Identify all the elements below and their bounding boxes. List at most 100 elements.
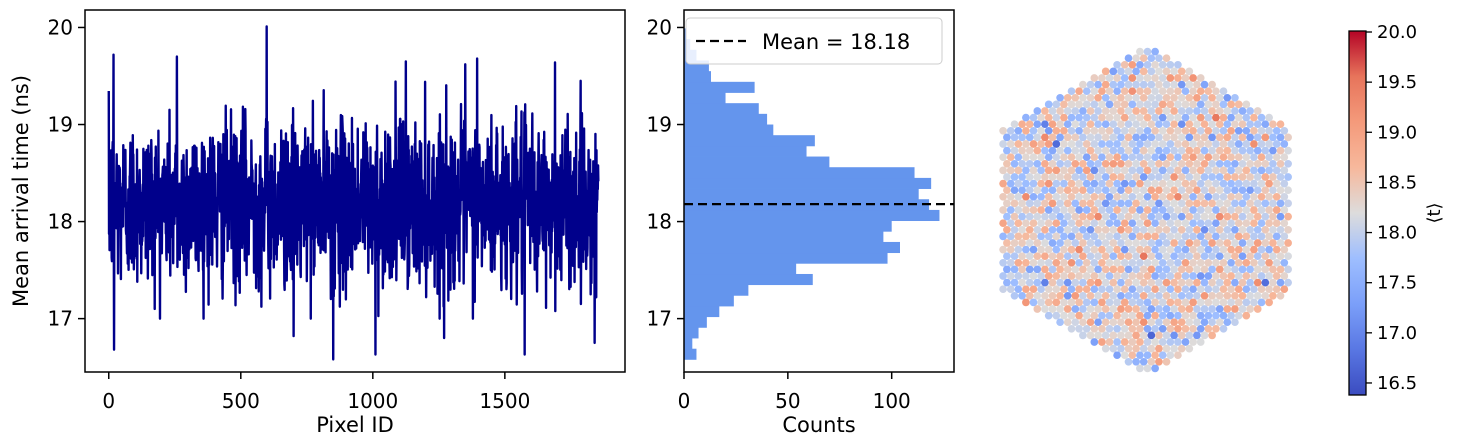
camera-pixel [1136, 100, 1144, 109]
camera-pixel [1238, 225, 1247, 234]
camera-pixel [1075, 206, 1083, 214]
camera-pixel [1265, 113, 1273, 122]
camera-pixel [1219, 113, 1228, 122]
camera-pixel [1185, 225, 1194, 234]
camera-pixel [1219, 140, 1228, 148]
camera-pixel [1101, 278, 1110, 287]
camera-pixel [1120, 245, 1129, 254]
camera-pixel [1242, 258, 1251, 267]
camera-pixel [1174, 126, 1182, 135]
camera-pixel [1196, 74, 1205, 82]
camera-pixel [1120, 60, 1129, 69]
camera-pixel [1052, 272, 1061, 280]
camera-pixel [1174, 219, 1182, 228]
camera-pixel [1196, 192, 1205, 201]
camera-pixel [1139, 318, 1148, 327]
camera-pixel [1196, 87, 1205, 96]
camera-pixel [1056, 159, 1064, 168]
camera-pixel [1204, 311, 1213, 320]
camera-pixel [1003, 199, 1011, 208]
camera-pixel [1033, 212, 1042, 221]
camera-pixel [1261, 120, 1270, 129]
line-chart-y-axis-label: Mean arrival time (ns) [9, 75, 33, 307]
camera-pixel [1158, 258, 1167, 267]
camera-pixel [1215, 146, 1224, 155]
camera-pixel [1166, 60, 1175, 69]
camera-pixel [1136, 192, 1144, 201]
camera-pixel [1257, 113, 1266, 122]
x-tick-label: 100 [873, 389, 911, 413]
camera-pixel [1208, 318, 1216, 327]
camera-pixel [1037, 179, 1045, 188]
camera-pixel [1208, 173, 1216, 181]
histogram-bar [684, 135, 815, 147]
camera-pixel [1196, 285, 1205, 294]
histogram-bar [684, 241, 900, 254]
camera-pixel [1151, 232, 1159, 241]
camera-pixel [1227, 140, 1235, 148]
camera-pixel [1269, 278, 1277, 287]
camera-pixel [1048, 159, 1057, 168]
camera-pixel [1151, 324, 1159, 333]
camera-pixel [1231, 120, 1239, 129]
camera-pixel [1155, 133, 1163, 142]
camera-pixel [1162, 252, 1171, 261]
camera-pixel [1056, 120, 1064, 129]
camera-pixel [1242, 206, 1251, 214]
camera-pixel [1208, 120, 1216, 129]
camera-pixel [1242, 232, 1251, 241]
camera-pixel [1193, 159, 1201, 168]
camera-pixel [1128, 311, 1137, 320]
camera-pixel [1250, 192, 1258, 201]
camera-pixel [1029, 298, 1038, 307]
camera-pixel [1177, 225, 1186, 234]
camera-pixel [1101, 199, 1110, 208]
camera-pixel [1185, 107, 1194, 115]
camera-pixel [1037, 285, 1045, 294]
camera-pixel [1063, 159, 1072, 168]
camera-pixel [1219, 179, 1228, 188]
camera-pixel [1253, 225, 1262, 234]
camera-pixel [1219, 126, 1228, 135]
camera-pixel [1212, 166, 1220, 175]
camera-pixel [1166, 166, 1175, 175]
camera-pixel [1037, 245, 1045, 254]
camera-pixel [1181, 232, 1190, 241]
camera-pixel [1204, 232, 1213, 241]
camera-pixel [1193, 93, 1201, 102]
histogram-bar [684, 92, 726, 104]
camera-pixel [1109, 146, 1118, 155]
camera-pixel [1120, 298, 1129, 307]
camera-pixel [1063, 291, 1072, 300]
camera-pixel [1071, 186, 1080, 195]
camera-pixel [1022, 179, 1030, 188]
camera-pixel [1151, 219, 1159, 228]
camera-pixel [1075, 258, 1083, 267]
camera-pixel [1067, 166, 1076, 175]
camera-pixel [1101, 159, 1110, 168]
camera-pixel [1269, 159, 1277, 168]
camera-pixel [1189, 206, 1197, 214]
camera-pixel [1094, 93, 1102, 102]
camera-pixel [1075, 166, 1083, 175]
y-tick-label: 19 [48, 113, 73, 137]
histogram-bar [684, 327, 699, 339]
camera-pixel [1105, 298, 1114, 307]
camera-pixel [1253, 107, 1262, 115]
camera-pixel [1208, 199, 1216, 208]
camera-pixel [1174, 140, 1182, 148]
camera-pixel [1162, 344, 1171, 353]
camera-pixel [1151, 192, 1159, 201]
camera-pixel [1170, 225, 1178, 234]
camera-pixel [1124, 186, 1133, 195]
camera-pixel [1124, 225, 1133, 234]
camera-pixel [999, 192, 1007, 201]
camera-pixel [1071, 252, 1080, 261]
camera-pixel [1223, 225, 1232, 234]
camera-pixel [1075, 311, 1083, 320]
camera-pixel [1162, 120, 1171, 129]
camera-pixel [1071, 318, 1080, 327]
camera-pixel [1196, 153, 1205, 162]
camera-pixel [1048, 278, 1057, 287]
camera-pixel [1006, 140, 1015, 148]
